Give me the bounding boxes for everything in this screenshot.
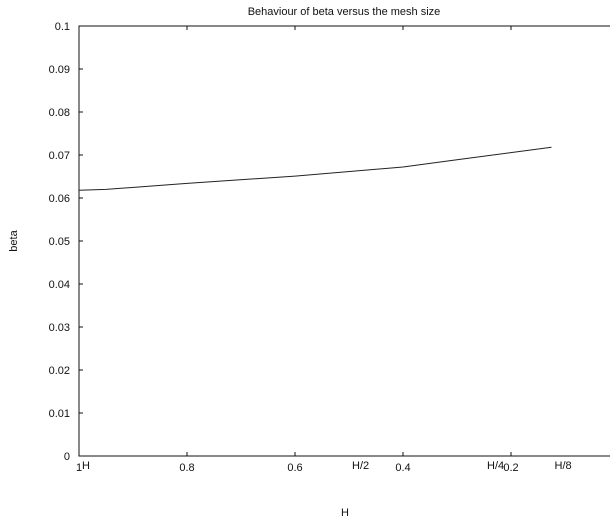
y-tick-label: 0.01 [49, 408, 70, 420]
y-tick-label: 0.02 [49, 365, 70, 377]
y-tick-label: 0.06 [49, 193, 70, 205]
x-annotation-label: H/8 [555, 460, 572, 472]
x-axis-label: H [341, 507, 349, 519]
plot-frame [78, 25, 610, 457]
series-line [78, 146, 552, 191]
y-tick-label: 0.05 [49, 236, 70, 248]
x-annotation-label: H/4 [487, 460, 504, 472]
y-tick-label: 0.1 [55, 21, 70, 33]
y-tick-label: 0.04 [49, 279, 70, 291]
y-tick-label: 0.09 [49, 64, 70, 76]
x-tick-label: 0.2 [503, 462, 518, 474]
y-tick-label: 0.08 [49, 107, 70, 119]
y-axis: 0 0.01 0.02 0.03 0.04 0.05 0.06 0.07 0.08 0.09 0.1 [49, 21, 83, 463]
x-axis: 10.80.60.40.20 [76, 26, 519, 474]
x-tick-label: 0.6 [287, 462, 302, 474]
x-annotation-label: H [82, 460, 90, 472]
y-tick-label: 0.07 [49, 150, 70, 162]
x-tick-label: 1 [76, 462, 82, 474]
series-lines [78, 146, 552, 191]
y-axis-label: beta [8, 229, 20, 251]
chart-title: Behaviour of beta versus the mesh size [248, 6, 441, 18]
y-tick-label: 0.03 [49, 322, 70, 334]
x-annotation-label: H/2 [352, 460, 369, 472]
y-tick-label: 0 [64, 451, 70, 463]
x-tick-label: 0.4 [395, 462, 410, 474]
x-annotations: H H/2 H/4 H/8 [82, 460, 572, 472]
x-tick-label: 0.8 [179, 462, 194, 474]
